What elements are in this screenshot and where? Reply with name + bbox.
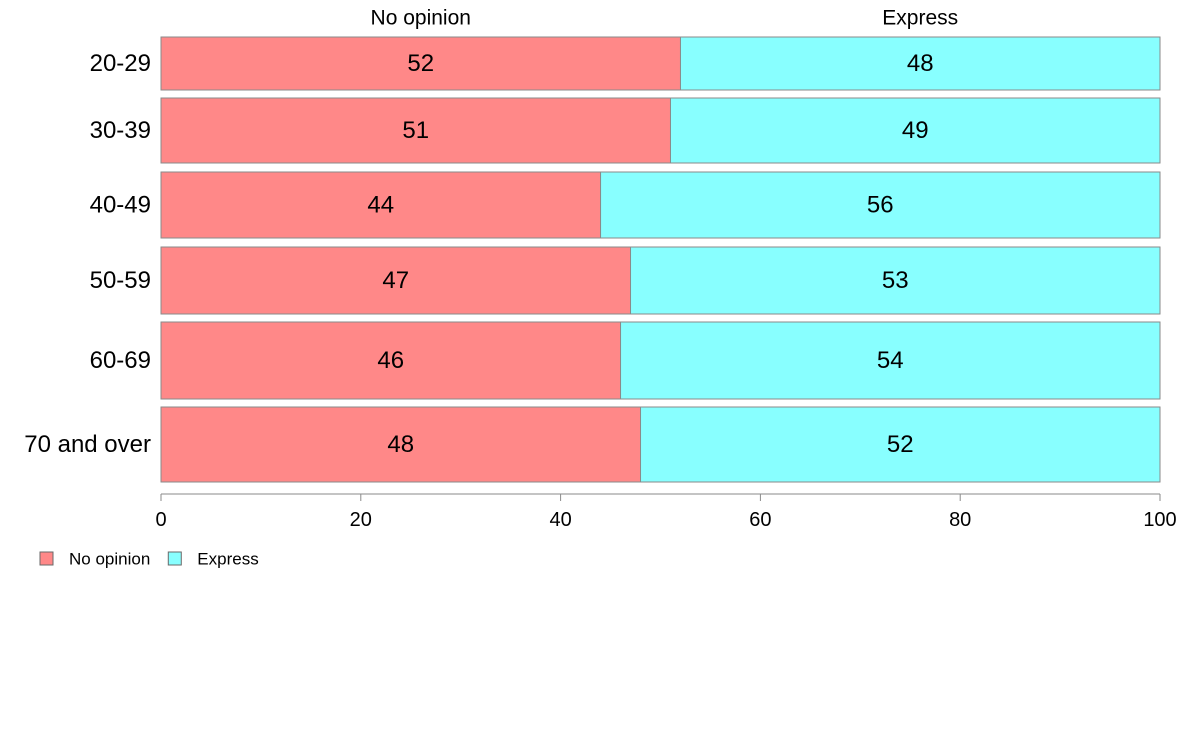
- category-labels: 20-29 30-39 40-49 50-59 60-69 70 and over: [24, 50, 151, 458]
- bar-express-50-59: [630, 246, 1161, 315]
- data-label-express-20-29: 48: [907, 50, 934, 77]
- data-label-express-60-69: 54: [877, 347, 904, 374]
- column-header-no-opinion: No opinion: [371, 7, 471, 30]
- data-label-no-opinion-60-69: 46: [377, 347, 404, 374]
- x-tick-label-100: 100: [1143, 509, 1176, 531]
- data-label-no-opinion-30-39: 51: [402, 117, 429, 144]
- category-label-30-39: 30-39: [90, 117, 151, 144]
- legend: No opinion Express: [39, 550, 259, 569]
- bar-express-20-29: [679, 36, 1161, 91]
- x-tick-label-60: 60: [749, 509, 771, 531]
- category-label-40-49: 40-49: [90, 192, 151, 219]
- bar-no-opinion-60-69: [160, 321, 622, 400]
- data-label-no-opinion-20-29: 52: [407, 50, 434, 77]
- column-header-express: Express: [882, 7, 958, 30]
- data-label-no-opinion-50-59: 47: [382, 267, 409, 294]
- category-label-20-29: 20-29: [90, 50, 151, 77]
- bar-no-opinion-50-59: [160, 246, 632, 315]
- data-label-express-70-and-over: 52: [887, 431, 914, 458]
- bar-express-60-69: [620, 321, 1161, 400]
- column-headers: No opinion Express: [371, 7, 959, 30]
- x-tick-label-40: 40: [549, 509, 571, 531]
- data-label-no-opinion-40-49: 44: [367, 192, 394, 219]
- legend-swatch-express: [167, 551, 182, 566]
- bar-express-40-49: [600, 171, 1161, 239]
- data-label-express-30-39: 49: [902, 117, 929, 144]
- legend-label-express: Express: [197, 550, 258, 569]
- bar-express-30-39: [669, 97, 1161, 164]
- data-label-express-50-59: 53: [882, 267, 909, 294]
- category-label-60-69: 60-69: [90, 347, 151, 374]
- x-tick-label-80: 80: [949, 509, 971, 531]
- bar-no-opinion-40-49: [160, 171, 602, 239]
- category-label-50-59: 50-59: [90, 267, 151, 294]
- x-tick-label-0: 0: [155, 509, 166, 531]
- data-label-no-opinion-70-and-over: 48: [387, 431, 414, 458]
- legend-label-no-opinion: No opinion: [69, 550, 150, 569]
- x-axis: 0 20 40 60 80 100: [155, 493, 1177, 531]
- bars: 52 48 51 49 44 56 47 53 46 54 48 52: [160, 36, 1161, 483]
- bar-no-opinion-20-29: [160, 36, 681, 91]
- data-label-express-40-49: 56: [867, 192, 894, 219]
- bar-no-opinion-30-39: [160, 97, 671, 164]
- legend-swatch-no-opinion: [39, 551, 54, 566]
- category-label-70-and-over: 70 and over: [24, 431, 151, 458]
- bar-express-70-and-over: [640, 406, 1161, 483]
- x-tick-label-20: 20: [350, 509, 372, 531]
